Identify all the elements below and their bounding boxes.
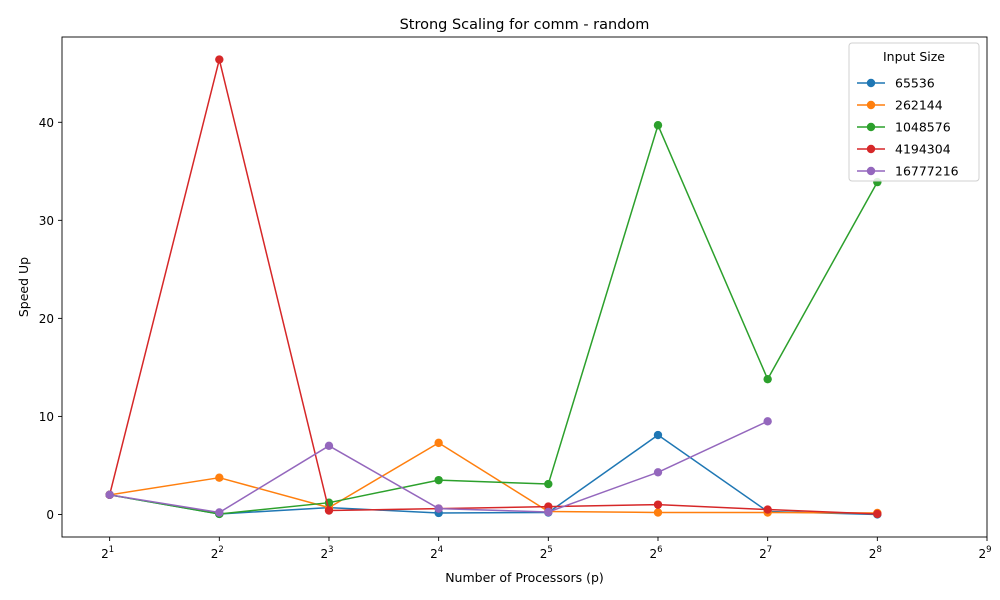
x-tick-label: 22 [211,545,224,561]
data-point-1048576-64 [653,121,663,130]
legend-swatch-marker [866,100,876,110]
x-tick-label: 23 [320,545,333,561]
legend-entry-65536: 65536 [895,76,935,91]
legend-swatch-marker [866,122,876,132]
data-point-16777216-128 [763,417,772,426]
series-line-1048576 [109,124,878,515]
data-point-4194304-256 [873,509,882,519]
y-tick-label: 30 [39,214,54,228]
x-tick-label: 26 [649,545,662,561]
legend-entry-262144: 262144 [895,98,943,113]
data-point-1048576-128 [763,374,772,384]
y-tick-label: 0 [46,508,54,522]
legend-entry-1048576: 1048576 [895,120,951,135]
legend: Input Size 65536 262144 1048576 4194304 1677… [848,42,980,182]
y-tick-label: 40 [39,116,54,130]
plot-frame [61,36,988,538]
legend-entry-16777216: 16777216 [895,164,959,179]
data-point-1048576-16 [434,475,443,485]
chart-title: Strong Scaling for comm - random [400,17,650,33]
legend-swatch-marker [866,78,876,88]
x-tick-label: 24 [430,545,443,561]
data-point-16777216-2 [105,490,114,500]
data-point-16777216-4 [215,508,224,517]
y-tick-label: 20 [39,312,54,326]
series-line-65536 [109,434,878,516]
y-axis-label: Speed Up [16,257,31,317]
data-point-16777216-16 [434,504,443,513]
legend-swatch-marker [866,144,876,154]
data-point-16777216-8 [324,441,334,451]
series-line-4194304 [108,58,878,515]
x-tick-label: 25 [540,545,553,561]
data-point-1048576-32 [544,479,553,489]
data-point-262144-4 [215,473,224,482]
x-tick-label: 21 [101,545,114,561]
legend-swatch-marker [866,166,876,176]
x-tick-label: 29 [978,545,991,561]
series-group [105,55,882,519]
legend-title: Input Size [883,49,945,64]
series-line-16777216 [109,420,768,514]
data-point-4194304-4 [215,55,224,64]
data-point-262144-16 [434,438,443,448]
series-line-262144 [109,442,878,514]
data-point-16777216-64 [653,468,663,477]
x-tick-label: 27 [759,545,772,561]
legend-box [848,42,980,182]
data-point-4194304-8 [324,506,334,515]
plot-area: 21 22 23 24 25 26 27 28 29 0 10 20 30 40 [39,36,992,561]
x-tick-label: 28 [869,545,882,561]
y-tick-label: 10 [39,410,54,424]
data-point-262144-64 [653,508,663,517]
data-point-4194304-64 [653,500,663,509]
x-axis-label: Number of Processors (p) [445,570,604,585]
legend-entry-4194304: 4194304 [895,142,951,157]
data-point-65536-64 [653,430,663,440]
data-point-16777216-32 [544,507,553,517]
data-point-4194304-128 [763,505,772,514]
